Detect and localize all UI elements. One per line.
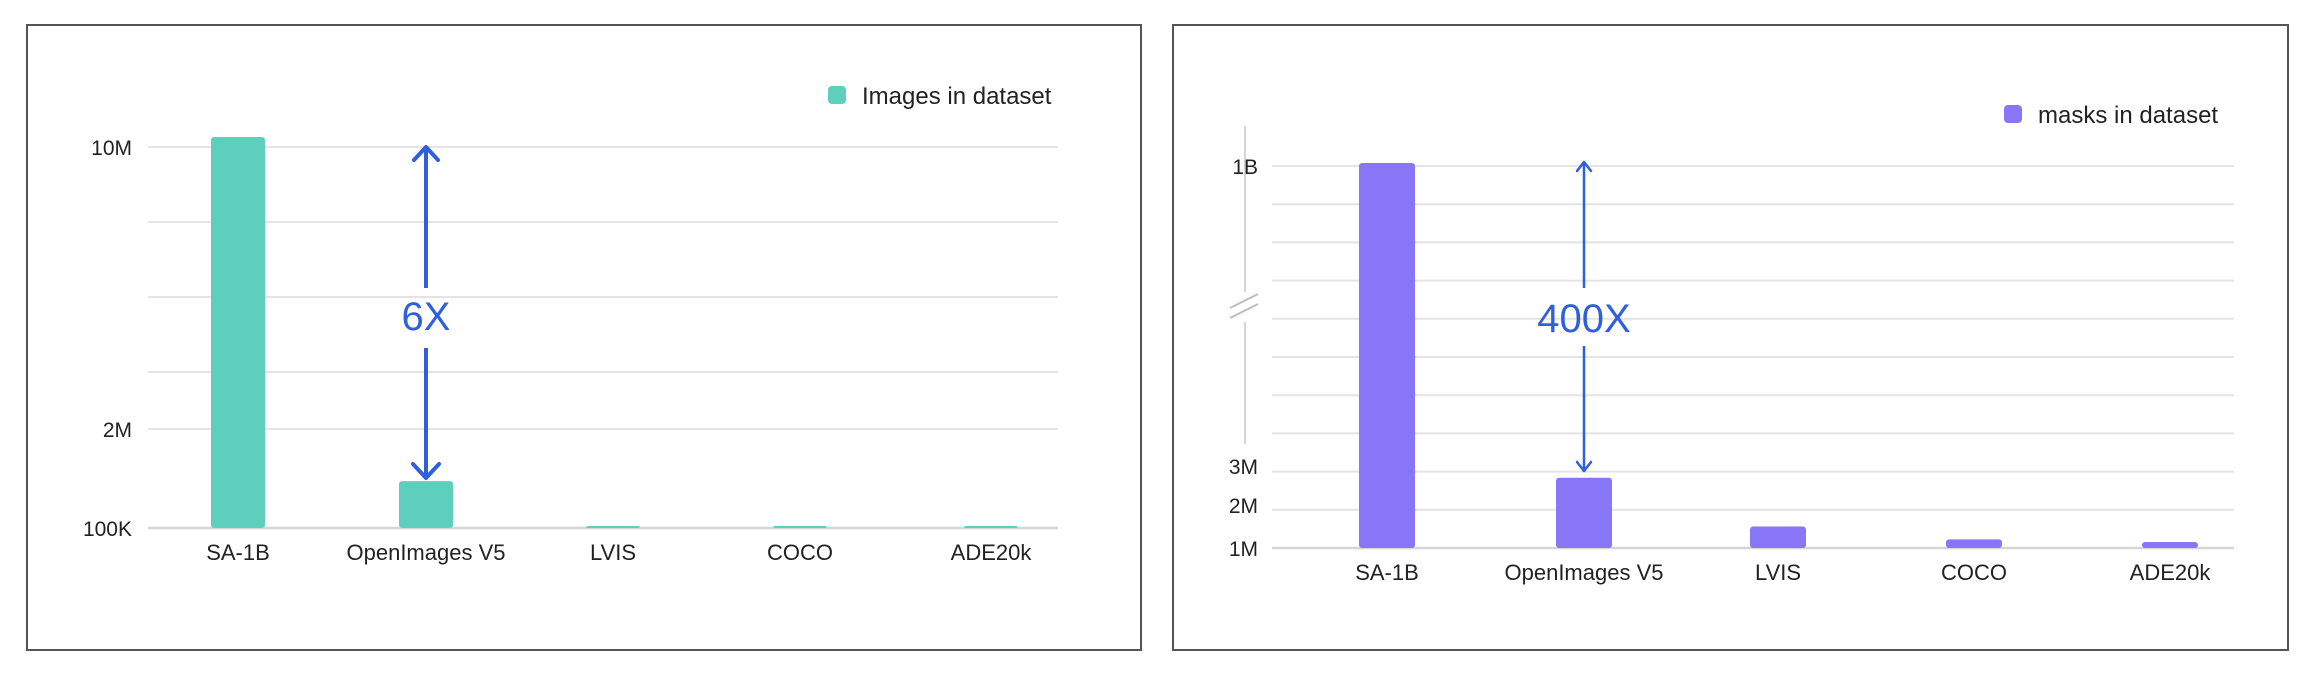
legend-swatch-masks	[2004, 105, 2022, 123]
y-tick-label-2m: 2M	[103, 419, 132, 442]
x-tick-label-coco: COCO	[767, 540, 833, 565]
bar-lvis	[1750, 526, 1806, 548]
bar-coco	[773, 526, 827, 528]
annotation-label: 400X	[1537, 297, 1630, 341]
x-tick-label-lvis: LVIS	[590, 540, 636, 565]
y-tick-label-1b: 1B	[1232, 156, 1258, 179]
x-tick-label-lvis: LVIS	[1755, 560, 1801, 585]
annotation-arrowhead-down	[1575, 460, 1593, 473]
images-bar-chart: 10M 2M 100K SA-1B OpenImages V5 LVIS COCO ADE2…	[83, 83, 1058, 565]
y-tick-label-10m: 10M	[91, 137, 132, 160]
bar-lvis	[586, 526, 640, 528]
y-tick-label-3m: 3M	[1229, 456, 1258, 479]
chart-panel-images: 10M 2M 100K SA-1B OpenImages V5 LVIS COCO ADE2…	[26, 24, 1142, 651]
bar-openimages-v5	[399, 481, 453, 528]
x-tick-label-sa-1b: SA-1B	[1355, 560, 1419, 585]
x-tick-label-coco: COCO	[1941, 560, 2007, 585]
axis-break-mark-lower	[1229, 303, 1259, 319]
y-tick-label-1m: 1M	[1229, 538, 1258, 561]
annotation-arrowhead-up	[1575, 160, 1593, 173]
bar-openimages-v5	[1556, 477, 1612, 548]
chart-panel-masks: 1B 3M 2M 1M SA-1B OpenImages V5 LVIS COCO ADE20…	[1172, 24, 2289, 651]
masks-bar-chart: 1B 3M 2M 1M SA-1B OpenImages V5 LVIS COCO ADE20…	[1229, 102, 2234, 585]
x-tick-label-openimages-v5: OpenImages V5	[1505, 560, 1664, 585]
x-tick-label-sa-1b: SA-1B	[206, 540, 270, 565]
x-tick-label-ade20k: ADE20k	[951, 540, 1033, 565]
x-tick-label-ade20k: ADE20k	[2130, 560, 2212, 585]
axis-break-mark-upper	[1229, 293, 1259, 309]
bar-sa-1b	[1359, 163, 1415, 548]
legend-label-images: Images in dataset	[862, 83, 1052, 110]
y-tick-label-100k: 100K	[83, 518, 132, 541]
bar-coco	[1946, 539, 2002, 548]
bar-ade20k	[2142, 542, 2198, 548]
bar-ade20k	[964, 526, 1018, 528]
x-tick-label-openimages-v5: OpenImages V5	[347, 540, 506, 565]
bar-sa-1b	[211, 137, 265, 528]
legend-swatch-images	[828, 86, 846, 104]
annotation-label: 6X	[402, 295, 451, 339]
annotation-arrowhead-down	[411, 462, 441, 480]
annotation-arrowhead-up	[412, 145, 440, 162]
y-tick-label-2m: 2M	[1229, 495, 1258, 518]
legend-label-masks: masks in dataset	[2038, 102, 2218, 129]
